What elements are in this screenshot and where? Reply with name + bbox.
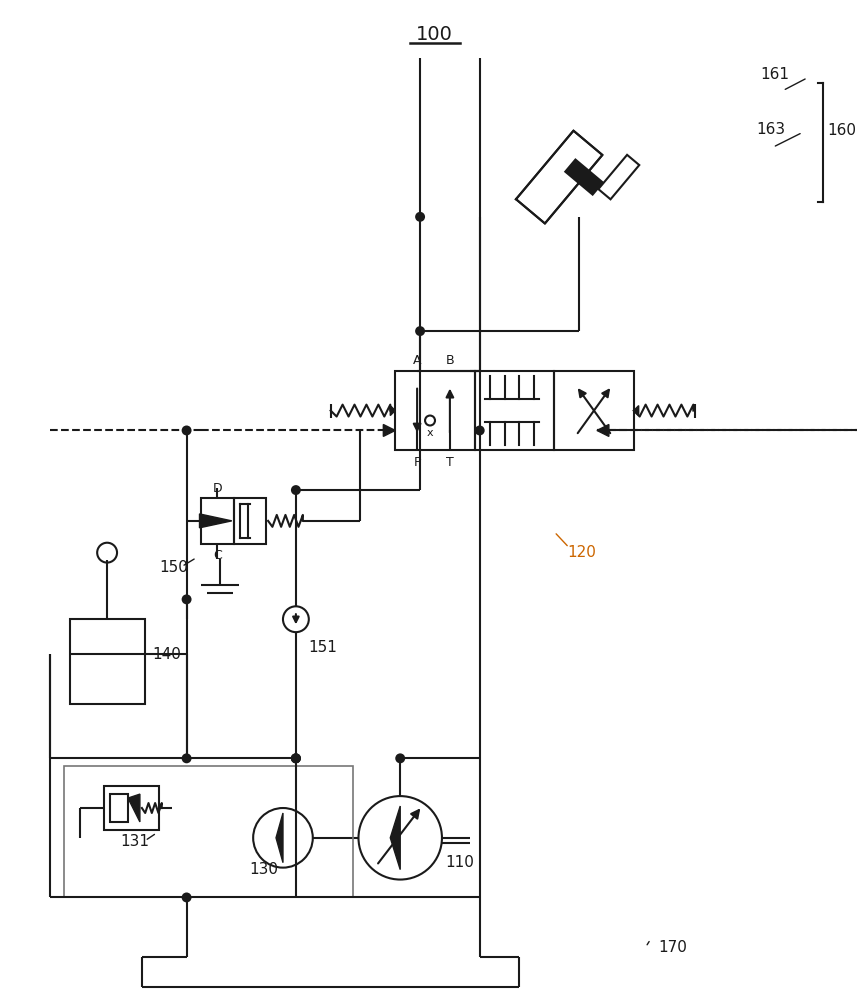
Text: A: A — [413, 354, 421, 367]
Text: 151: 151 — [309, 640, 338, 655]
Bar — [70, 619, 145, 704]
Polygon shape — [564, 158, 604, 196]
Text: B: B — [445, 354, 454, 367]
Circle shape — [181, 425, 192, 435]
Text: 140: 140 — [152, 647, 181, 662]
Circle shape — [415, 326, 425, 336]
Bar — [555, 371, 634, 450]
Polygon shape — [391, 406, 395, 416]
Circle shape — [475, 425, 484, 435]
Circle shape — [181, 753, 192, 763]
Bar — [64, 766, 352, 897]
Polygon shape — [276, 813, 283, 863]
Text: 170: 170 — [659, 940, 687, 955]
Polygon shape — [128, 794, 140, 822]
Bar — [201, 498, 233, 544]
Text: x: x — [427, 428, 433, 438]
Text: P: P — [413, 456, 421, 469]
Polygon shape — [200, 514, 232, 528]
Circle shape — [181, 594, 192, 604]
Text: 100: 100 — [416, 25, 452, 44]
Circle shape — [181, 892, 192, 902]
Text: T: T — [446, 456, 454, 469]
Text: 163: 163 — [756, 122, 785, 137]
Bar — [395, 371, 475, 450]
Text: 130: 130 — [249, 862, 278, 877]
Bar — [233, 498, 266, 544]
Polygon shape — [384, 424, 395, 436]
Bar — [110, 794, 128, 822]
Text: 150: 150 — [160, 560, 188, 575]
Polygon shape — [391, 806, 400, 870]
Polygon shape — [598, 155, 639, 199]
Circle shape — [415, 212, 425, 222]
Text: C: C — [213, 549, 221, 562]
Text: 160: 160 — [827, 123, 857, 138]
Text: 131: 131 — [120, 834, 149, 849]
Circle shape — [291, 753, 301, 763]
Circle shape — [395, 753, 405, 763]
Circle shape — [291, 753, 301, 763]
Text: 110: 110 — [445, 855, 474, 870]
Bar — [104, 786, 159, 830]
Text: 161: 161 — [760, 67, 789, 82]
Text: D: D — [213, 482, 222, 495]
Circle shape — [291, 753, 301, 763]
Polygon shape — [516, 131, 602, 223]
Circle shape — [291, 485, 301, 495]
Polygon shape — [597, 424, 608, 436]
Text: 120: 120 — [567, 545, 596, 560]
Bar — [475, 371, 555, 450]
Polygon shape — [634, 406, 639, 416]
